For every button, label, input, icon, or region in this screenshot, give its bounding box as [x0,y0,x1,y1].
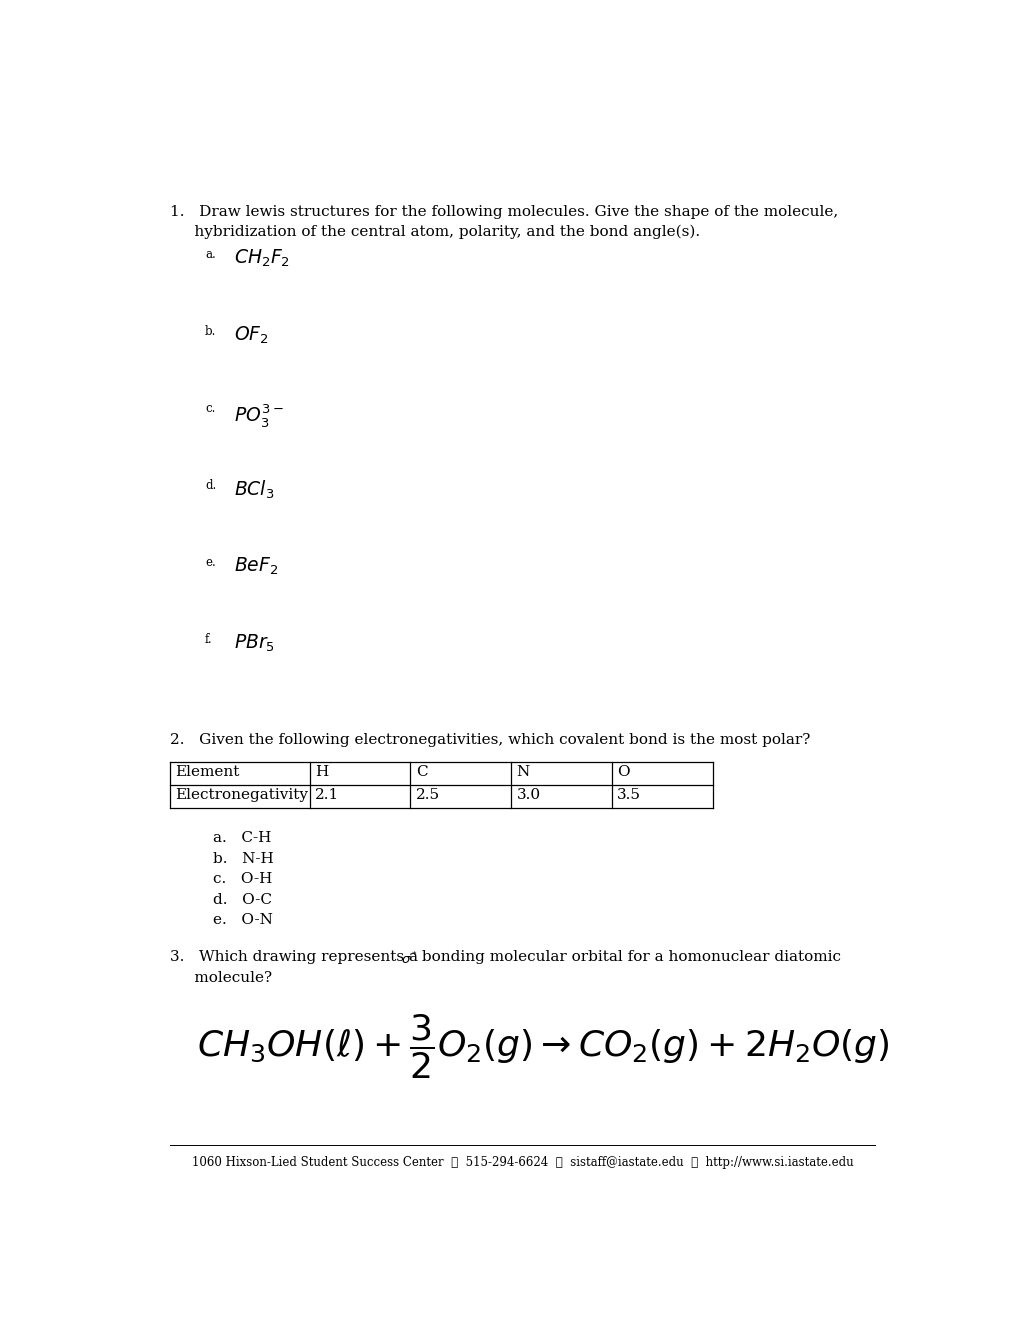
Text: H: H [315,766,328,779]
Text: 1060 Hixson-Lied Student Success Center  ❖  515-294-6624  ❖  sistaff@iastate.edu: 1060 Hixson-Lied Student Success Center … [192,1155,853,1168]
Text: 1.   Draw lewis structures for the following molecules. Give the shape of the mo: 1. Draw lewis structures for the followi… [170,205,838,219]
Text: d.: d. [205,479,216,492]
Text: c.: c. [205,401,215,414]
Text: $\mathit{OF_2}$: $\mathit{OF_2}$ [234,325,269,346]
Text: 2.1: 2.1 [315,788,339,803]
Text: d.   O-C: d. O-C [213,892,271,907]
Text: e.   O-N: e. O-N [213,913,272,927]
Text: e.: e. [205,556,216,569]
Text: O: O [616,766,630,779]
Text: b.: b. [205,325,216,338]
Text: $CH_3OH(\ell) + \dfrac{3}{2}O_2(g) \rightarrow CO_2(g) + 2H_2O(g)$: $CH_3OH(\ell) + \dfrac{3}{2}O_2(g) \righ… [197,1014,890,1081]
Text: C: C [416,766,427,779]
Text: b.   N-H: b. N-H [213,851,273,866]
Text: Electronegativity: Electronegativity [175,788,309,803]
Text: $\mathit{PO_3^{3-}}$: $\mathit{PO_3^{3-}}$ [234,401,284,429]
Text: $\mathit{BCl_3}$: $\mathit{BCl_3}$ [234,479,274,502]
Text: 3.5: 3.5 [616,788,641,803]
Text: 2.5: 2.5 [416,788,439,803]
Text: hybridization of the central atom, polarity, and the bond angle(s).: hybridization of the central atom, polar… [170,224,700,239]
Text: $\mathit{BeF_2}$: $\mathit{BeF_2}$ [234,556,278,577]
Text: $\mathit{PBr_5}$: $\mathit{PBr_5}$ [234,632,275,653]
Text: $\mathit{CH_2F_2}$: $\mathit{CH_2F_2}$ [234,248,290,269]
Text: $\sigma^*$: $\sigma^*$ [400,950,418,968]
Text: 3.   Which drawing represents a: 3. Which drawing represents a [170,950,423,965]
Text: a.: a. [205,248,216,261]
Text: a.   C-H: a. C-H [213,832,271,845]
Text: f.: f. [205,632,212,645]
Text: N: N [516,766,529,779]
Text: Element: Element [175,766,239,779]
Text: 2.   Given the following electronegativities, which covalent bond is the most po: 2. Given the following electronegativiti… [170,733,810,747]
Text: molecule?: molecule? [170,970,272,985]
Text: bonding molecular orbital for a homonuclear diatomic: bonding molecular orbital for a homonucl… [417,950,841,965]
Text: 3.0: 3.0 [516,788,540,803]
Text: c.   O-H: c. O-H [213,873,272,886]
